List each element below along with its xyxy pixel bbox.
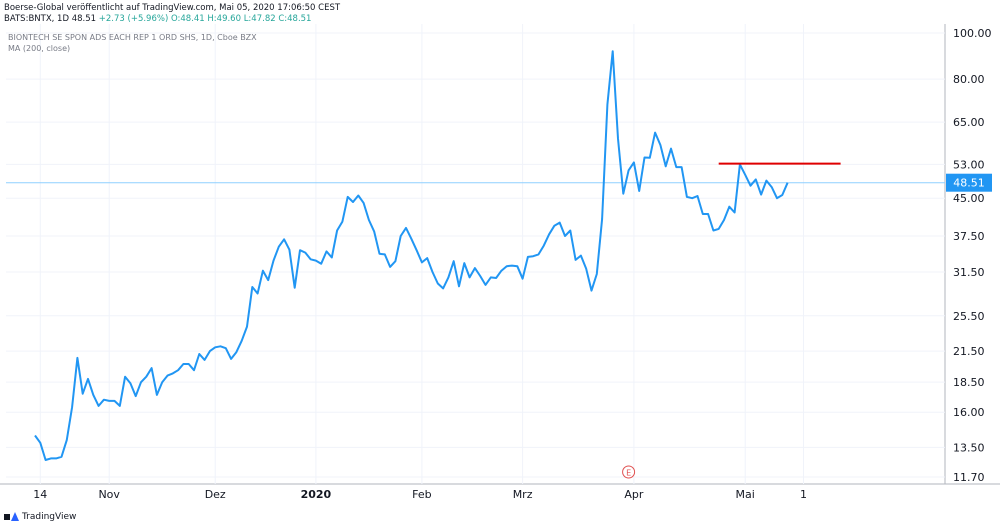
chart-legend-title: BIONTECH SE SPON ADS EACH REP 1 ORD SHS,…: [8, 33, 257, 42]
y-tick-label: 53.00: [953, 158, 985, 171]
x-tick-label: Dez: [205, 488, 226, 501]
y-tick-label: 13.50: [953, 441, 985, 454]
price-series-line: [34, 50, 789, 461]
x-tick-label: Mai: [736, 488, 755, 501]
y-tick-label: 31.50: [953, 266, 985, 279]
y-tick-label: 25.50: [953, 310, 985, 323]
y-tick-label: 80.00: [953, 73, 985, 86]
earnings-marker-label: E: [626, 469, 631, 478]
y-tick-label: 100.00: [953, 27, 992, 40]
x-tick-label: 14: [33, 488, 47, 501]
last-price-badge: [946, 173, 992, 192]
x-tick-label: Apr: [624, 488, 644, 501]
x-tick-label: 1: [800, 488, 807, 501]
price-change: +2.73 (+5.96%): [98, 14, 169, 24]
y-tick-label: 65.00: [953, 116, 985, 129]
chart-legend-indicator: MA (200, close): [8, 44, 71, 53]
x-tick-label: Mrz: [513, 488, 533, 501]
footer-brand[interactable]: TradingView: [4, 512, 76, 522]
x-tick-label: Nov: [98, 488, 120, 501]
y-tick-label: 16.00: [953, 406, 985, 419]
last-price-label: 48.51: [953, 177, 985, 190]
y-tick-label: 37.50: [953, 230, 985, 243]
x-tick-label: Feb: [412, 488, 431, 501]
y-tick-label: 21.50: [953, 345, 985, 358]
symbol-price: BATS:BNTX, 1D 48.51: [4, 14, 97, 24]
y-tick-label: 11.70: [953, 471, 985, 484]
ohlc-values: O:48.41 H:49.60 L:47.82 C:48.51: [170, 14, 312, 24]
tradingview-logo-icon: [4, 512, 19, 522]
y-tick-label: 45.00: [953, 192, 985, 205]
earnings-marker-icon: [622, 465, 636, 479]
footer-brand-label: TradingView: [22, 512, 77, 522]
publish-header: Boerse-Global veröffentlicht auf Trading…: [4, 3, 341, 13]
x-tick-label: 2020: [301, 488, 332, 501]
symbol-header: BATS:BNTX, 1D 48.51 +2.73 (+5.96%) O:48.…: [4, 14, 311, 24]
y-tick-label: 18.50: [953, 376, 985, 389]
